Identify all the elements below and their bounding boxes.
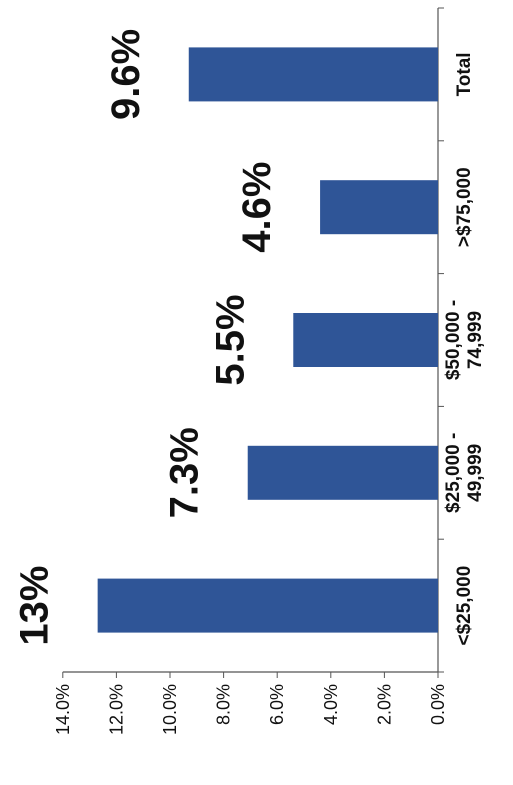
category-label-line: >$75,000: [454, 167, 475, 247]
category-label: $50,000 -74,999: [443, 300, 486, 380]
category-label: Total: [454, 52, 475, 96]
bar-data-label: 4.6%: [235, 162, 279, 253]
category-label-line: 49,999: [465, 444, 486, 502]
value-axis-tick-label: 12.0%: [106, 684, 126, 735]
value-axis-tick-label: 2.0%: [374, 684, 394, 725]
category-label-line: 74,999: [465, 311, 486, 369]
bar: [247, 445, 438, 500]
bar-data-label: 7.3%: [163, 427, 207, 518]
category-label-line: <$25,000: [454, 566, 475, 646]
category-axis-labels: <$25,000 $25,000 -49,999 $50,000 -74,999 >$…: [443, 52, 486, 645]
value-axis-tick-label: 10.0%: [160, 684, 180, 735]
category-label: <$25,000: [454, 566, 475, 646]
value-axis-tick-label: 6.0%: [267, 684, 287, 725]
category-label-line: $25,000 -: [443, 433, 464, 513]
category-label-line: $50,000 -: [443, 300, 464, 380]
value-axis-tick-label: 4.0%: [321, 684, 341, 725]
bar: [293, 313, 438, 367]
category-label-line: Total: [454, 52, 475, 96]
value-axis-tick-label: 0.0%: [428, 684, 448, 725]
value-axis-tick-labels: 0.0% 2.0% 4.0% 6.0% 8.0% 10.0% 12.0% 14.0%: [53, 684, 448, 735]
bar-data-label: 13%: [13, 566, 57, 646]
category-label: >$75,000: [454, 167, 475, 247]
category-label: $25,000 -49,999: [443, 433, 486, 513]
value-axis-tick-label: 14.0%: [53, 684, 73, 735]
bar-data-labels: 13% 7.3%5.5% 4.6% 9.6%: [13, 29, 279, 646]
bar-data-label: 5.5%: [208, 294, 252, 385]
chart-axes: [62, 7, 444, 678]
bar: [97, 578, 438, 633]
bar: [320, 180, 438, 235]
bar-data-label: 9.6%: [104, 29, 148, 120]
chart-bars: [97, 47, 438, 633]
bar: [188, 47, 438, 102]
value-axis-tick-label: 8.0%: [214, 684, 234, 725]
